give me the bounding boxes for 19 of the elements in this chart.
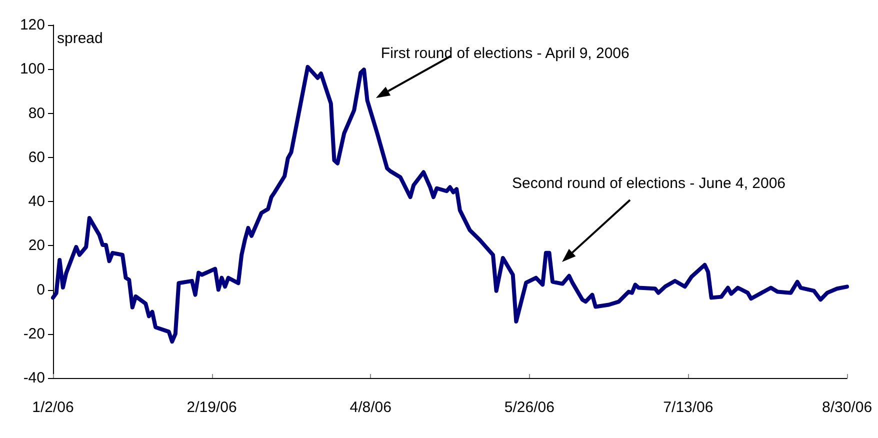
x-tick-label: 4/8/06: [350, 399, 392, 416]
y-tick-label: 80: [28, 104, 45, 122]
y-tick-label: 0: [36, 281, 45, 298]
y-tick-label: 120: [20, 16, 45, 34]
x-tick-label: 7/13/06: [663, 399, 714, 416]
x-tick-label: 5/26/06: [504, 399, 554, 416]
y-tick-label: 60: [28, 148, 45, 166]
line-series: [51, 64, 849, 344]
y-tick-label: -20: [23, 325, 45, 342]
x-tick-label: 8/30/06: [822, 399, 872, 416]
x-tick-label: 2/19/06: [186, 399, 237, 416]
y-tick-label: 20: [28, 237, 45, 254]
annotation: Second round of elections - June 4, 2006: [512, 175, 786, 192]
annotation: First round of elections - April 9, 2006: [380, 45, 630, 62]
y-tick-label: 40: [28, 193, 45, 210]
y-tick-label: 100: [20, 60, 45, 78]
y-axis-title: spread: [57, 30, 103, 47]
x-tick-label: 1/2/06: [32, 399, 74, 416]
y-tick-label: -40: [23, 370, 45, 386]
